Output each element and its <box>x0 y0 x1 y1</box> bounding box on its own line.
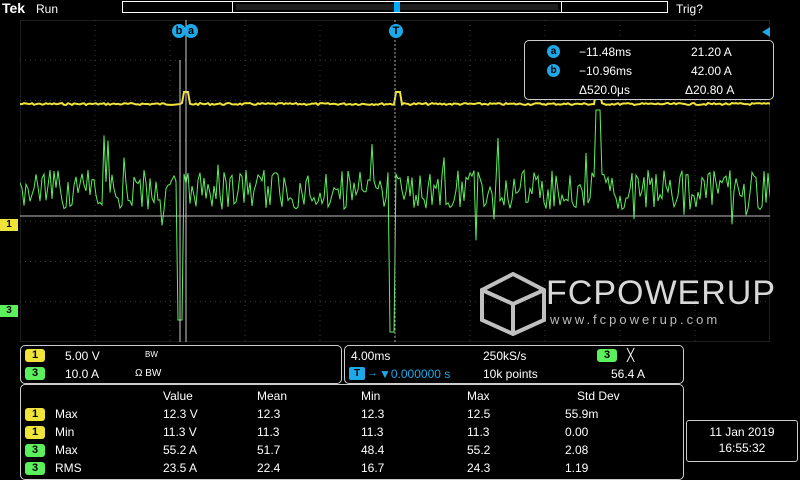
trigger-time-label-text: T <box>392 25 400 37</box>
record-length: 10k points <box>483 367 538 381</box>
cursor-a-label[interactable]: a <box>184 24 198 38</box>
horizontal-position-marker <box>762 27 770 37</box>
ch3-flags: Ω BW <box>135 368 162 379</box>
timebase[interactable]: 4.00ms <box>351 349 391 363</box>
ch3-marker-text: 3 <box>6 305 12 316</box>
measurement-header: Std Dev <box>577 389 620 403</box>
measurement-value: 12.3 V <box>163 407 198 421</box>
top-status-bar: Tek Run Trig? <box>0 0 800 18</box>
measurement-channel-badge: 1 <box>25 408 45 421</box>
ch3-badge[interactable]: 3 <box>25 367 45 380</box>
measurement-max: 12.5 <box>467 407 491 421</box>
ch3-scale[interactable]: 10.0 A <box>65 367 100 381</box>
cursor-a-label-text: a <box>187 25 195 37</box>
trigger-state: Trig? <box>676 2 703 16</box>
measurement-value: 23.5 A <box>163 461 198 475</box>
trigger-level[interactable]: 56.4 A <box>611 367 646 381</box>
cube-logo-icon <box>480 272 546 336</box>
measurement-std: 0.00 <box>565 425 589 439</box>
cursor-b-time: −10.96ms <box>579 64 633 78</box>
cursor-delta-time: Δ520.0μs <box>579 83 630 97</box>
waveform-display[interactable] <box>20 20 770 342</box>
measurements-panel: Value Mean Min Max Std Dev 1 Max 12.3 V 12.3 12.… <box>20 384 684 480</box>
measurement-value: 55.2 A <box>163 443 198 457</box>
cursor-a-badge: a <box>547 45 560 58</box>
sample-rate: 250kS/s <box>483 349 527 363</box>
measurement-name: Max <box>55 407 78 421</box>
measurement-mean: 22.4 <box>257 461 281 475</box>
ch1-scale[interactable]: 5.00 V <box>65 349 100 363</box>
cursor-b-label-text: b <box>175 25 183 37</box>
measurement-max: 55.2 <box>467 443 491 457</box>
trigger-position-marker <box>394 2 400 12</box>
cursor-a-value: 21.20 A <box>691 45 732 59</box>
cursor-b-value: 42.00 A <box>691 64 732 78</box>
trigger-time-label: T <box>389 24 403 38</box>
trigger-source-badge[interactable]: 3 <box>597 349 617 362</box>
time: 16:55:32 <box>718 441 766 455</box>
date-time-panel[interactable]: 11 Jan 2019 16:55:32 <box>686 420 798 462</box>
vertical-settings-panel[interactable]: 1 5.00 V BW 3 10.0 A Ω BW <box>20 345 342 384</box>
measurement-mean: 51.7 <box>257 443 281 457</box>
measurement-min: 48.4 <box>361 443 385 457</box>
ch1-marker-text: 1 <box>6 219 12 230</box>
measurement-max: 11.3 <box>467 425 490 439</box>
measurement-value: 11.3 V <box>163 425 197 439</box>
measurement-name: Min <box>55 425 75 439</box>
cursor-b-badge: b <box>547 64 560 77</box>
measurement-mean: 11.3 <box>257 425 280 439</box>
date: 11 Jan 2019 <box>709 425 775 439</box>
trigger-slope-icon: ╳ <box>627 348 635 362</box>
measurement-header: Value <box>163 389 193 403</box>
watermark-url: www.fcpowerup.com <box>550 312 721 327</box>
horizontal-trigger-panel[interactable]: 4.00ms 250kS/s 3 ╳ T → ▼0.000000 s 10k p… <box>344 345 684 384</box>
cursor-readout: a −11.48ms 21.20 A b −10.96ms 42.00 A Δ5… <box>524 40 774 100</box>
cursor-b-label[interactable]: b <box>172 24 186 38</box>
measurement-min: 16.7 <box>361 461 385 475</box>
ch1-badge[interactable]: 1 <box>25 349 45 362</box>
run-state[interactable]: Run <box>36 2 59 16</box>
measurement-header: Mean <box>257 389 288 403</box>
measurement-mean: 12.3 <box>257 407 281 421</box>
measurement-channel-badge: 3 <box>25 444 45 457</box>
measurement-channel-badge: 1 <box>25 426 45 439</box>
cursor-a-time: −11.48ms <box>579 45 632 59</box>
trigger-position-icon: T <box>349 367 365 380</box>
measurement-min: 11.3 <box>361 425 384 439</box>
measurement-channel-badge: 3 <box>25 462 45 475</box>
measurement-header: Min <box>361 389 381 403</box>
arrow-icon: → <box>367 367 378 379</box>
brand-logo: Tek <box>2 0 26 16</box>
measurement-min: 12.3 <box>361 407 385 421</box>
ch1-bw-flag: BW <box>145 350 158 359</box>
cursor-delta-value: Δ20.80 A <box>685 83 735 97</box>
measurement-max: 24.3 <box>467 461 491 475</box>
ch3-ground-marker[interactable]: 3 <box>0 305 18 317</box>
measurement-std: 1.19 <box>565 461 589 475</box>
measurement-std: 55.9m <box>565 407 599 421</box>
trigger-position[interactable]: ▼0.000000 s <box>379 367 451 381</box>
measurement-name: RMS <box>55 461 82 475</box>
measurement-name: Max <box>55 443 78 457</box>
ch1-waveform <box>20 91 770 107</box>
ch1-ground-marker[interactable]: 1 <box>0 219 18 231</box>
measurement-std: 2.08 <box>565 443 589 457</box>
measurement-header: Max <box>467 389 490 403</box>
watermark-name: FCPOWERUP <box>546 274 776 312</box>
